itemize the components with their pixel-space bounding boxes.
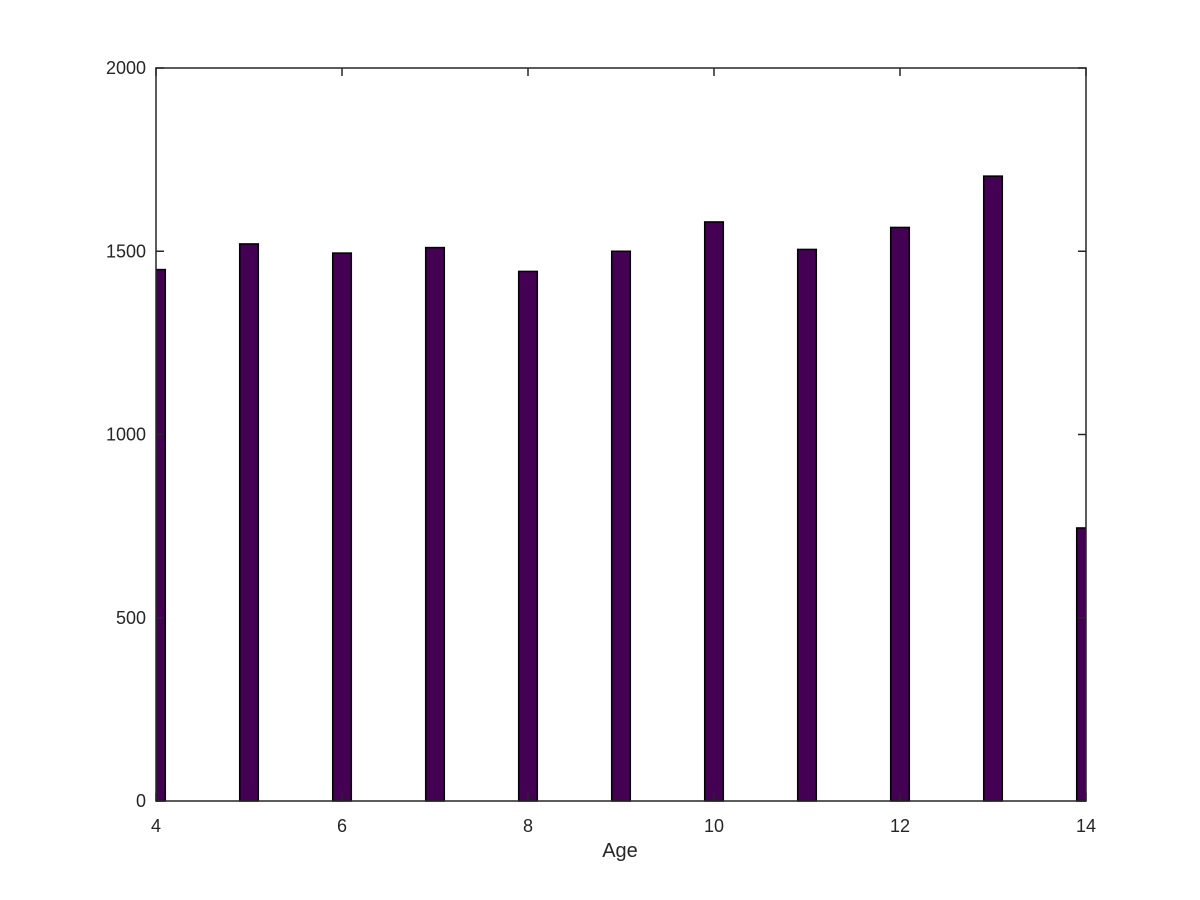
bar-age-4 [156, 268, 167, 802]
bar-age-5 [238, 243, 260, 802]
bar-age-9 [610, 250, 632, 802]
bar-age-8 [517, 270, 539, 802]
x-tick-label: 8 [523, 816, 533, 836]
bar-age-6 [331, 252, 353, 802]
x-tick-label: 6 [337, 816, 347, 836]
y-tick-label: 2000 [106, 58, 146, 78]
bar-age-10 [703, 221, 725, 802]
y-tick-label: 0 [136, 791, 146, 811]
x-tick-label: 14 [1076, 816, 1096, 836]
x-tick-label: 10 [704, 816, 724, 836]
axes-layer [155, 67, 1087, 802]
x-tick-label: 12 [890, 816, 910, 836]
bar-age-12 [889, 226, 911, 802]
bar-age-13 [982, 175, 1004, 802]
labels-layer: 4 6 8 10 12 14 0 500 1000 1500 2000 [106, 58, 1096, 836]
x-tick-label: 4 [151, 816, 161, 836]
y-tick-label: 1500 [106, 241, 146, 261]
y-tick-label: 500 [116, 608, 146, 628]
y-tick-label: 1000 [106, 425, 146, 445]
bar-age-11 [796, 248, 818, 802]
bar-age-7 [424, 246, 446, 802]
x-axis-title: Age [602, 840, 638, 862]
